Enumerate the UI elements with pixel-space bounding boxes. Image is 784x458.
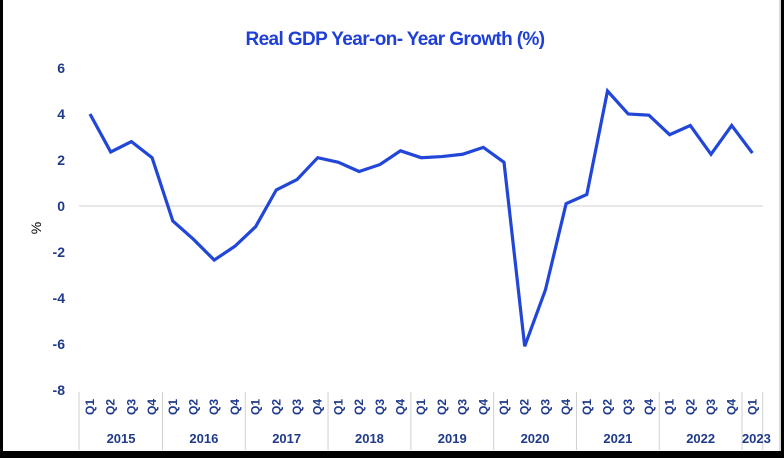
chart-title: Real GDP Year-on- Year Growth (%): [245, 29, 544, 50]
x-tick-quarter: Q2: [187, 399, 201, 415]
x-tick-quarter: Q3: [704, 399, 718, 415]
y-tick-label: -6: [53, 336, 66, 352]
x-tick-year: 2021: [603, 431, 632, 446]
x-tick-quarter: Q1: [166, 399, 180, 415]
x-tick-quarter: Q2: [518, 399, 532, 415]
x-tick-year: 2018: [355, 431, 384, 446]
x-tick-quarter: Q1: [331, 399, 345, 415]
x-tick-year: 2023: [742, 431, 771, 446]
x-tick-quarter: Q1: [497, 399, 511, 415]
y-tick-label: 4: [57, 106, 65, 122]
y-tick-label: -8: [53, 382, 66, 398]
x-tick-quarter: Q3: [621, 399, 635, 415]
y-tick-label: 2: [57, 152, 65, 168]
x-tick-quarter: Q1: [745, 399, 759, 415]
x-tick-quarter: Q3: [124, 399, 138, 415]
x-tick-quarter: Q1: [414, 399, 428, 415]
x-tick-quarter: Q4: [642, 399, 656, 415]
x-tick-quarter: Q4: [476, 399, 490, 415]
x-tick-quarter: Q3: [373, 399, 387, 415]
x-tick-quarter: Q2: [104, 399, 118, 415]
x-tick-quarter: Q4: [394, 399, 408, 415]
x-tick-year: 2015: [107, 431, 136, 446]
x-tick-quarter: Q1: [249, 399, 263, 415]
x-tick-year: 2019: [438, 431, 467, 446]
x-tick-quarter: Q3: [290, 399, 304, 415]
x-tick-year: 2017: [272, 431, 301, 446]
x-tick-quarter: Q2: [601, 399, 615, 415]
x-axis: Q1 Q2 Q3 Q4 2015 Q1 Q2 Q3 Q4 2016 Q1 Q2 Q3 Q4 2017 Q1 Q2…: [78, 392, 771, 450]
x-tick-quarter: Q3: [456, 399, 470, 415]
x-tick-year: 2022: [686, 431, 715, 446]
x-tick-quarter: Q2: [269, 399, 283, 415]
x-tick-quarter: Q1: [663, 399, 677, 415]
y-tick-label: 6: [57, 60, 65, 76]
x-tick-quarter: Q1: [83, 399, 97, 415]
gdp-line-chart: Real GDP Year-on- Year Growth (%) % 6420…: [28, 29, 771, 450]
x-tick-quarter: Q3: [538, 399, 552, 415]
y-axis-label: %: [28, 222, 44, 234]
y-tick-label: -4: [53, 290, 66, 306]
x-tick-quarter: Q4: [311, 399, 325, 415]
x-tick-quarter: Q4: [559, 399, 573, 415]
x-tick-quarter: Q4: [228, 399, 242, 415]
y-axis-ticks: 6 4 2 0 -2 -4 -6 -8: [53, 60, 66, 398]
x-tick-quarter: Q4: [725, 399, 739, 415]
x-tick-quarter: Q2: [435, 399, 449, 415]
plot-area: [79, 87, 763, 347]
x-tick-quarter: Q3: [207, 399, 221, 415]
x-tick-quarter: Q2: [352, 399, 366, 415]
x-tick-quarter: Q1: [580, 399, 594, 415]
series-line: [88, 87, 754, 347]
y-tick-label: -2: [53, 244, 66, 260]
x-tick-quarter: Q2: [683, 399, 697, 415]
x-tick-year: 2016: [189, 431, 218, 446]
y-tick-label: 0: [57, 198, 65, 214]
x-tick-year: 2020: [521, 431, 550, 446]
x-tick-quarter: Q4: [145, 399, 159, 415]
